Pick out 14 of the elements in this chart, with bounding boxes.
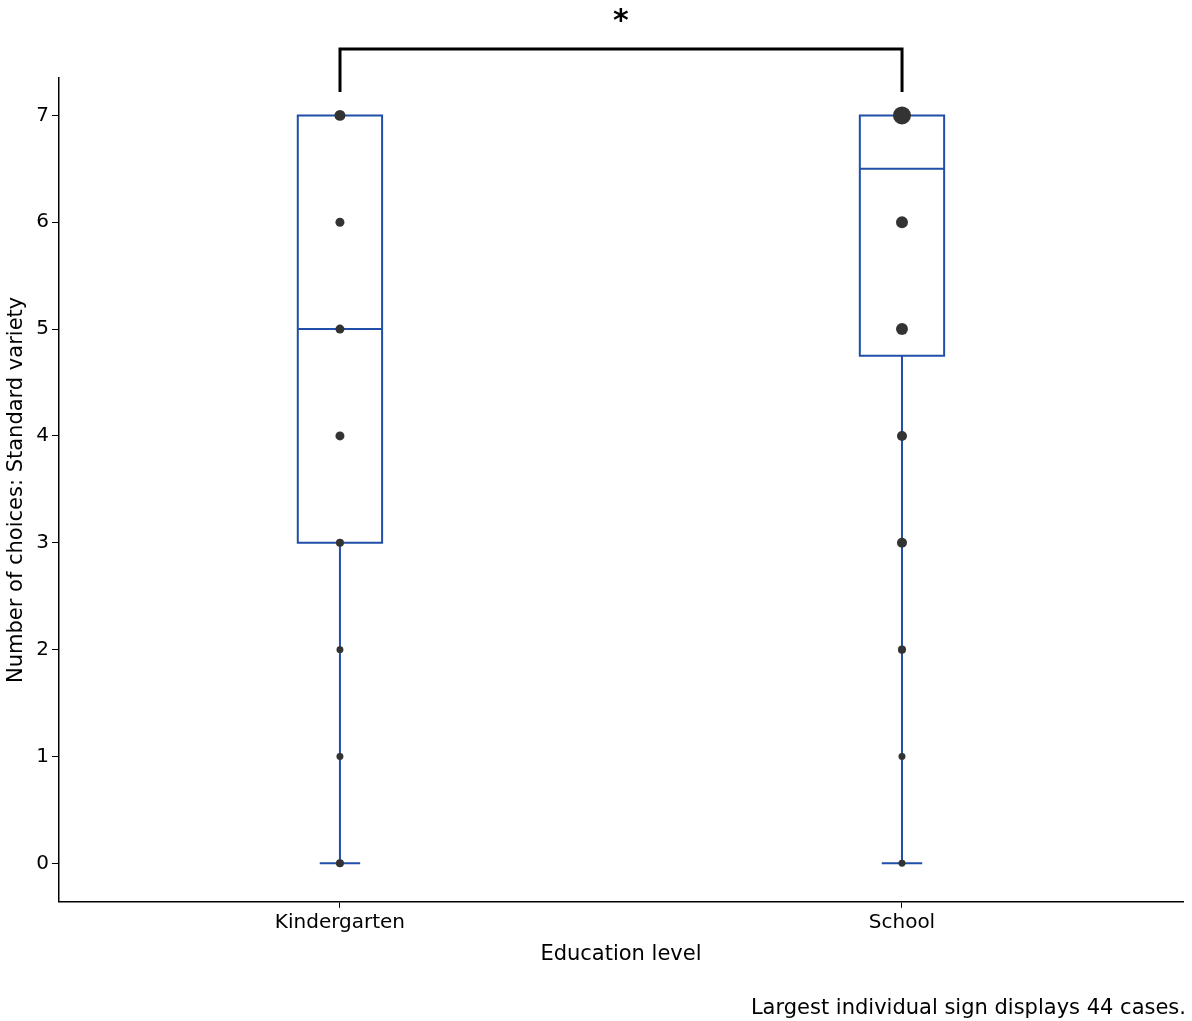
text: Largest individual sign displays 44 cases. — [750, 995, 1186, 1019]
y-tick-label: 7 — [36, 101, 49, 126]
x-tick-label: Kindergarten — [274, 909, 406, 933]
y-tick-label: 3 — [36, 528, 49, 553]
text: * — [613, 2, 629, 37]
y-axis-title: Number of choices: Standard variety — [3, 296, 28, 683]
x-axis-title: Education level — [540, 940, 702, 965]
y-tick-label: 2 — [36, 635, 49, 660]
x-tick-label: School — [868, 909, 936, 933]
y-tick-label: 6 — [36, 208, 49, 233]
y-tick-label: 1 — [36, 742, 49, 767]
y-tick-label: 0 — [36, 849, 49, 874]
y-tick-label: 4 — [36, 422, 49, 447]
y-tick-label: 5 — [36, 315, 49, 340]
